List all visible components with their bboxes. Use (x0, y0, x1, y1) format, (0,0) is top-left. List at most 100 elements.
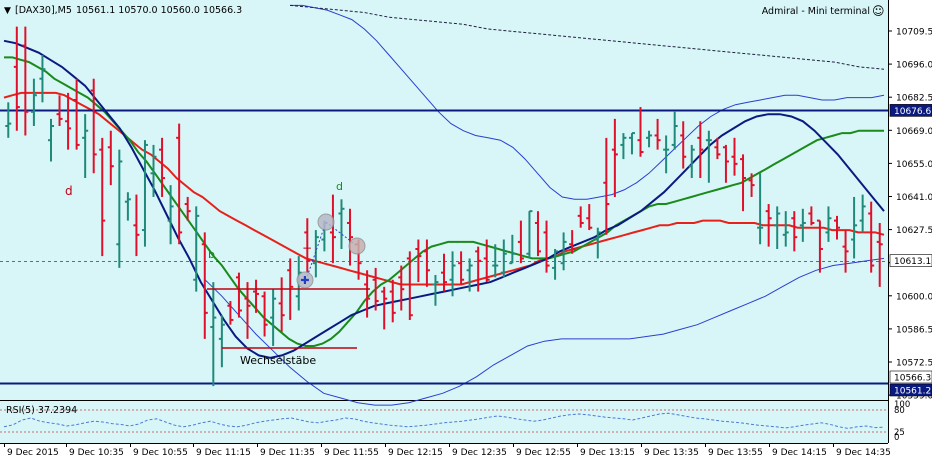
ohlc-bar (116, 149, 123, 268)
ohlc-bar (30, 78, 37, 126)
time-tick-label: 9 Dec 14:15 (772, 448, 827, 458)
band-upper-line (290, 4, 885, 200)
signal-marker-3[interactable] (348, 237, 366, 255)
ohlc-bar (150, 144, 157, 197)
ohlc-bar (560, 232, 567, 271)
signal-marker-1-cross: ✚ (300, 274, 309, 287)
price-panel-background (0, 0, 888, 400)
ohlc-bar (458, 251, 465, 285)
ohlc-bar (680, 121, 687, 169)
annotation-minus: − (302, 241, 312, 255)
ohlc-bar (603, 137, 610, 235)
ohlc-bar (637, 107, 644, 157)
rsi-title: RSI(5) 37.2394 (6, 405, 77, 416)
ohlc-bar (65, 92, 72, 150)
ohlc-bar (782, 211, 789, 247)
ohlc-bar (176, 123, 183, 245)
ohlc-bar (748, 173, 755, 197)
time-tick-label: 9 Dec 14:35 (836, 448, 891, 458)
ma-long-dashed-line (289, 4, 885, 70)
rsi-axis-label: 25 (894, 428, 905, 438)
ohlc-bar (475, 246, 482, 292)
time-tick-label: 9 Dec 11:35 (260, 448, 315, 458)
ohlc-bar (799, 208, 806, 242)
ohlc-bar (757, 173, 764, 245)
ohlc-bar (253, 279, 260, 313)
ohlc-bar (210, 282, 217, 387)
ohlc-bar (99, 137, 106, 257)
ohlc-bar (851, 196, 858, 259)
ohlc-bar (697, 121, 704, 179)
ohlc-bar (577, 206, 584, 228)
time-tick-label: 9 Dec 12:35 (452, 448, 507, 458)
ohlc-bar (466, 258, 473, 292)
time-tick-label: 9 Dec 2015 (7, 448, 59, 458)
ohlc-bar (329, 194, 336, 264)
smiley-icon: ☺ (872, 4, 885, 18)
level-low-label: 10561.2 (894, 387, 931, 397)
price-tick-label: 10655.0 (896, 160, 932, 170)
ohlc-bar (159, 137, 166, 197)
rsi-indicator (0, 409, 888, 433)
time-tick-label: 9 Dec 10:35 (69, 448, 124, 458)
price-tick-label: 10559.0 (896, 392, 932, 402)
ohlc-bar (39, 55, 46, 103)
ohlc-bar (423, 239, 430, 287)
ohlc-bar (859, 194, 866, 233)
mini-terminal-label[interactable]: Admiral - Mini terminal (762, 6, 870, 17)
ohlc-bar (5, 102, 12, 138)
ohlc-bar (141, 140, 148, 247)
signal-marker-1[interactable] (296, 271, 314, 289)
annotation-wechselstaebe: Wechselstäbe (240, 354, 316, 367)
ohlc-bar (449, 251, 456, 297)
signal-marker-2[interactable] (317, 213, 335, 231)
ohlc-bar (620, 133, 627, 160)
time-axis: 9 Dec 2015 9 Dec 10:35 9 Dec 10:55 9 Dec 11… (4, 443, 891, 458)
ohlc-bar (167, 185, 174, 245)
ohlc-bar (740, 154, 747, 212)
price-tick-label: 10709.5 (896, 28, 932, 38)
ohlc-bar (381, 286, 388, 330)
ohlc-bar (714, 137, 721, 160)
ma-green-line (4, 56, 884, 347)
ohlc-bar (124, 192, 131, 221)
ohlc-bar (372, 267, 379, 311)
ohlc-bar (517, 220, 524, 264)
ohlc-bar (483, 239, 490, 283)
ohlc-bar (364, 270, 371, 318)
price-axis: 10709.5 10696.0 10682.5 10669.0 10655.0 10641… (888, 28, 932, 443)
ohlc-bar (808, 206, 815, 226)
ohlc-bar (398, 265, 405, 311)
ohlc-bar (663, 135, 670, 174)
time-tick-label: 9 Dec 13:55 (708, 448, 763, 458)
drawn-objects: ✚ d d b − Wechselstäbe (65, 180, 370, 367)
price-tick-label: 10627.5 (896, 226, 932, 236)
level-mid-label: 10613.1 (894, 257, 931, 267)
ohlc-bar (842, 230, 849, 273)
chart-header-arrow[interactable]: ▼ (4, 6, 11, 16)
rsi-axis-label: 0 (894, 433, 899, 443)
chart-header-symbol: [DAX30],M5 (15, 5, 72, 16)
ohlc-bar (13, 26, 20, 131)
price-tick-label: 10641.0 (896, 193, 932, 203)
ohlc-bar (722, 144, 729, 183)
price-tick-label: 10696.0 (896, 61, 932, 71)
ohlc-bar (270, 289, 277, 346)
ohlc-bar (441, 253, 447, 292)
ohlc-bar (876, 222, 883, 287)
ohlc-bar (338, 199, 345, 249)
ohlc-bar (791, 211, 798, 252)
price-tick-label: 10572.5 (896, 359, 932, 369)
annotation-d-green: d (336, 180, 343, 193)
annotation-b: b (208, 248, 215, 261)
ohlc-bar (261, 291, 268, 337)
time-tick-label: 9 Dec 11:15 (196, 448, 251, 458)
price-tick-label: 10669.0 (896, 127, 932, 137)
ohlc-bar (534, 211, 541, 257)
ohlc-bar (774, 206, 781, 249)
ohlc-bar (569, 230, 576, 254)
ohlc-bar (82, 114, 89, 179)
ohlc-bar (825, 206, 832, 242)
ohlc-bar (201, 232, 208, 339)
